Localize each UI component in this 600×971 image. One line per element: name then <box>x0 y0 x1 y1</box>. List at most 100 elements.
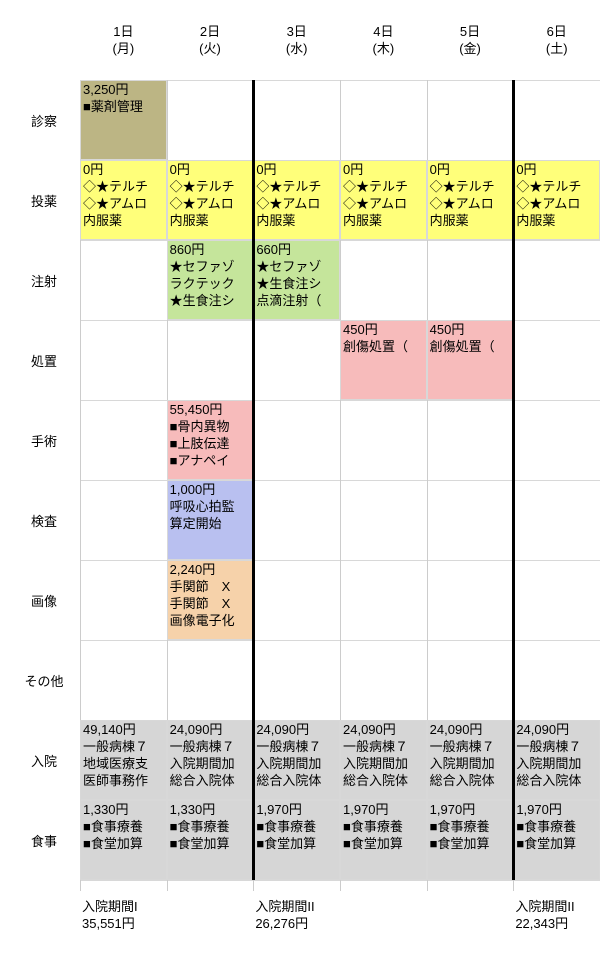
cell-line: 24,090円 <box>256 722 337 739</box>
cell-line: ◇★アムロ <box>256 196 337 213</box>
period-divider <box>512 80 515 880</box>
row-label: 処置 <box>14 320 74 400</box>
cell-line: 内服薬 <box>83 213 164 230</box>
cell-line: ◇★テルチ <box>170 179 251 196</box>
cell-line: 一般病棟７ <box>256 739 337 756</box>
cell-line: 0円 <box>343 162 424 179</box>
cell-line: 一般病棟７ <box>343 739 424 756</box>
cell-line: 24,090円 <box>430 722 511 739</box>
cell-line: 24,090円 <box>343 722 424 739</box>
grid-cell[interactable]: 450円創傷処置（ <box>340 320 427 400</box>
period-label: 入院期間II <box>255 899 314 916</box>
cell-line: 49,140円 <box>83 722 164 739</box>
grid-cell[interactable]: 1,000円呼吸心拍監算定開始 <box>167 480 254 560</box>
grid-cell[interactable]: 24,090円一般病棟７入院期間加総合入院体 <box>340 720 427 800</box>
grid-cell[interactable]: 0円◇★テルチ◇★アムロ内服薬 <box>80 160 167 240</box>
grid-cell[interactable]: 1,970円■食事療養■食堂加算 <box>253 800 340 880</box>
cell-line: ■食堂加算 <box>83 836 164 853</box>
grid-cell[interactable]: 24,090円一般病棟７入院期間加総合入院体 <box>513 720 600 800</box>
cell-line: ■食堂加算 <box>343 836 424 853</box>
cell-line: 総合入院体 <box>430 773 511 790</box>
grid-cell[interactable]: 660円★セファゾ★生食注シ点滴注射（ <box>253 240 340 320</box>
grid-cell[interactable]: 0円◇★テルチ◇★アムロ内服薬 <box>427 160 514 240</box>
period-summary-cell: 入院期間II26,276円 <box>253 899 316 933</box>
day-of-week: (土) <box>513 41 600 58</box>
grid-cell[interactable]: 24,090円一般病棟７入院期間加総合入院体 <box>253 720 340 800</box>
cell-line: 算定開始 <box>170 516 251 533</box>
cell-line: 0円 <box>170 162 251 179</box>
grid-cell[interactable]: 860円★セファゾラクテック★生食注シ <box>167 240 254 320</box>
day-number: 5日 <box>427 24 514 41</box>
cell-line: ラクテック <box>170 276 251 293</box>
cell-line: 入院期間加 <box>516 756 597 773</box>
grid-cell[interactable]: 1,330円■食事療養■食堂加算 <box>80 800 167 880</box>
cell-line: ◇★アムロ <box>170 196 251 213</box>
grid-cell[interactable]: 2,240円手関節 X手関節 X画像電子化 <box>167 560 254 640</box>
grid-cell[interactable]: 0円◇★テルチ◇★アムロ内服薬 <box>167 160 254 240</box>
cell-line: ◇★テルチ <box>256 179 337 196</box>
grid-cell[interactable]: 55,450円■骨内異物■上肢伝達■アナペイ <box>167 400 254 480</box>
cell-line: ◇★テルチ <box>83 179 164 196</box>
row-label: 注射 <box>14 240 74 320</box>
cell-line: 内服薬 <box>516 213 597 230</box>
cell-line: ■食事療養 <box>170 819 251 836</box>
cell-line: 創傷処置（ <box>430 339 511 356</box>
cell-line: 総合入院体 <box>256 773 337 790</box>
grid-cell[interactable]: 0円◇★テルチ◇★アムロ内服薬 <box>340 160 427 240</box>
date-header: 5日(金) <box>427 24 514 58</box>
grid-cell[interactable]: 1,970円■食事療養■食堂加算 <box>513 800 600 880</box>
row-label: 投薬 <box>14 160 74 240</box>
day-of-week: (月) <box>80 41 167 58</box>
cell-line: 0円 <box>83 162 164 179</box>
cell-line: 1,970円 <box>343 802 424 819</box>
cell-line: ★生食注シ <box>256 276 337 293</box>
period-label: 入院期間II <box>515 899 574 916</box>
cell-line: ◇★テルチ <box>430 179 511 196</box>
medical-schedule-grid: 1日(月)2日(火)3日(水)4日(木)5日(金)6日(土) 診察投薬注射処置手… <box>0 0 600 971</box>
cell-line: ■上肢伝達 <box>170 436 251 453</box>
cell-line: 1,000円 <box>170 482 251 499</box>
cell-line: ■食事療養 <box>256 819 337 836</box>
cell-line: 450円 <box>343 322 424 339</box>
grid-cell[interactable]: 3,250円■薬剤管理 <box>80 80 167 160</box>
grid-cell[interactable]: 0円◇★テルチ◇★アムロ内服薬 <box>253 160 340 240</box>
cell-line: 一般病棟７ <box>516 739 597 756</box>
cell-line: 画像電子化 <box>170 613 251 630</box>
day-of-week: (水) <box>253 41 340 58</box>
grid-cell[interactable]: 1,970円■食事療養■食堂加算 <box>427 800 514 880</box>
cell-line: ■食事療養 <box>516 819 597 836</box>
cell-line: 1,330円 <box>83 802 164 819</box>
grid-cell[interactable]: 49,140円一般病棟７地域医療支医師事務作 <box>80 720 167 800</box>
cell-line: 呼吸心拍監 <box>170 499 251 516</box>
period-summary-cell: 入院期間II22,343円 <box>513 899 576 933</box>
grid-cell[interactable]: 1,330円■食事療養■食堂加算 <box>167 800 254 880</box>
cell-line: 55,450円 <box>170 402 251 419</box>
cell-line: ◇★アムロ <box>83 196 164 213</box>
cell-line: 内服薬 <box>256 213 337 230</box>
cell-line: 総合入院体 <box>516 773 597 790</box>
cell-line: ■食事療養 <box>83 819 164 836</box>
row-label: 検査 <box>14 480 74 560</box>
cell-line: 総合入院体 <box>170 773 251 790</box>
cell-line: ■食堂加算 <box>170 836 251 853</box>
cell-line: 創傷処置（ <box>343 339 424 356</box>
cell-line: 内服薬 <box>430 213 511 230</box>
grid-cell[interactable]: 24,090円一般病棟７入院期間加総合入院体 <box>427 720 514 800</box>
day-of-week: (火) <box>167 41 254 58</box>
date-header-row: 1日(月)2日(火)3日(水)4日(木)5日(金)6日(土) <box>80 24 600 58</box>
grid-cell[interactable]: 24,090円一般病棟７入院期間加総合入院体 <box>167 720 254 800</box>
cell-line: 860円 <box>170 242 251 259</box>
cell-line: 医師事務作 <box>83 773 164 790</box>
grid-cell[interactable]: 0円◇★テルチ◇★アムロ内服薬 <box>513 160 600 240</box>
period-amount: 22,343円 <box>515 916 574 933</box>
grid-cell[interactable]: 1,970円■食事療養■食堂加算 <box>340 800 427 880</box>
cell-line: 0円 <box>516 162 597 179</box>
cell-line: ■アナペイ <box>170 453 251 470</box>
cell-line: 24,090円 <box>516 722 597 739</box>
grid-cell[interactable]: 450円創傷処置（ <box>427 320 514 400</box>
cell-line: 手関節 X <box>170 579 251 596</box>
cell-line: 2,240円 <box>170 562 251 579</box>
cell-line: ◇★アムロ <box>516 196 597 213</box>
cell-line: ■食堂加算 <box>516 836 597 853</box>
day-of-week: (木) <box>340 41 427 58</box>
